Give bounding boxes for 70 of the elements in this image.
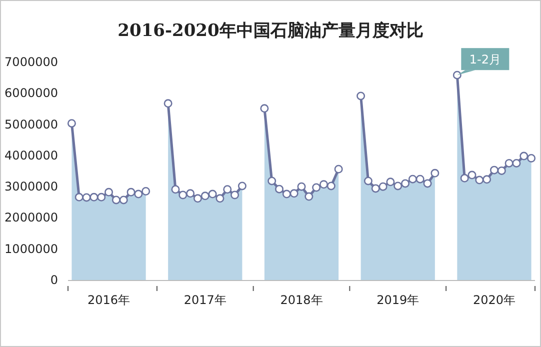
point — [527, 154, 536, 162]
point — [112, 196, 120, 204]
point — [164, 99, 172, 108]
point — [460, 174, 469, 182]
point — [490, 166, 498, 174]
annotation: 1-2月 — [469, 52, 501, 67]
point — [74, 192, 84, 202]
point — [230, 190, 240, 200]
y-tick-label: 4000000 — [4, 148, 58, 162]
point — [260, 104, 269, 113]
y-tick-label: 0 — [50, 273, 58, 287]
point — [268, 176, 276, 186]
point — [200, 192, 210, 200]
point — [82, 193, 91, 202]
y-tick-label: 7000000 — [4, 55, 58, 69]
x-tick-label: 2018年 — [280, 293, 323, 307]
point — [90, 192, 98, 202]
point — [497, 166, 506, 175]
point — [416, 174, 424, 184]
point — [142, 186, 150, 196]
point — [482, 175, 492, 184]
y-tick-label: 5000000 — [4, 117, 58, 132]
point — [408, 174, 417, 184]
point — [186, 189, 195, 198]
point — [97, 192, 106, 202]
point — [512, 158, 521, 168]
point — [223, 185, 232, 194]
point — [475, 176, 484, 184]
point — [312, 183, 321, 192]
point — [356, 92, 366, 100]
point — [520, 152, 528, 160]
point — [386, 178, 395, 186]
point — [297, 182, 306, 191]
point — [290, 189, 298, 198]
point — [304, 192, 314, 201]
x-tick-label: 2016年 — [87, 293, 130, 307]
y-tick-label: 2000000 — [4, 210, 58, 225]
point — [275, 184, 284, 194]
point — [364, 176, 372, 186]
point — [394, 182, 402, 190]
point — [67, 119, 76, 128]
point — [326, 182, 336, 190]
y-tick-label: 1000000 — [4, 242, 58, 256]
point — [430, 168, 440, 178]
point — [401, 179, 410, 188]
point — [193, 194, 202, 203]
point — [208, 190, 217, 198]
chart-title: 2016-2020年中国石脑油产量月度对比 — [118, 21, 424, 41]
x-tick-label: 2020年 — [472, 293, 516, 307]
point — [104, 188, 114, 196]
point — [468, 170, 476, 180]
point — [371, 184, 380, 193]
point — [126, 188, 136, 196]
point — [319, 180, 328, 189]
point — [134, 190, 143, 198]
point — [171, 185, 180, 194]
point — [178, 190, 188, 200]
point — [282, 190, 291, 198]
point — [119, 196, 128, 204]
x-tick-label: 2017年 — [184, 293, 226, 307]
point — [452, 70, 462, 80]
point — [423, 179, 432, 188]
y-tick-label: 6000000 — [4, 86, 58, 100]
x-tick-label: 2019年 — [376, 293, 420, 307]
point — [216, 194, 224, 203]
point — [334, 164, 343, 174]
point — [238, 182, 246, 190]
y-tick-label: 3000000 — [4, 180, 58, 194]
point — [504, 158, 514, 168]
point — [378, 182, 388, 191]
